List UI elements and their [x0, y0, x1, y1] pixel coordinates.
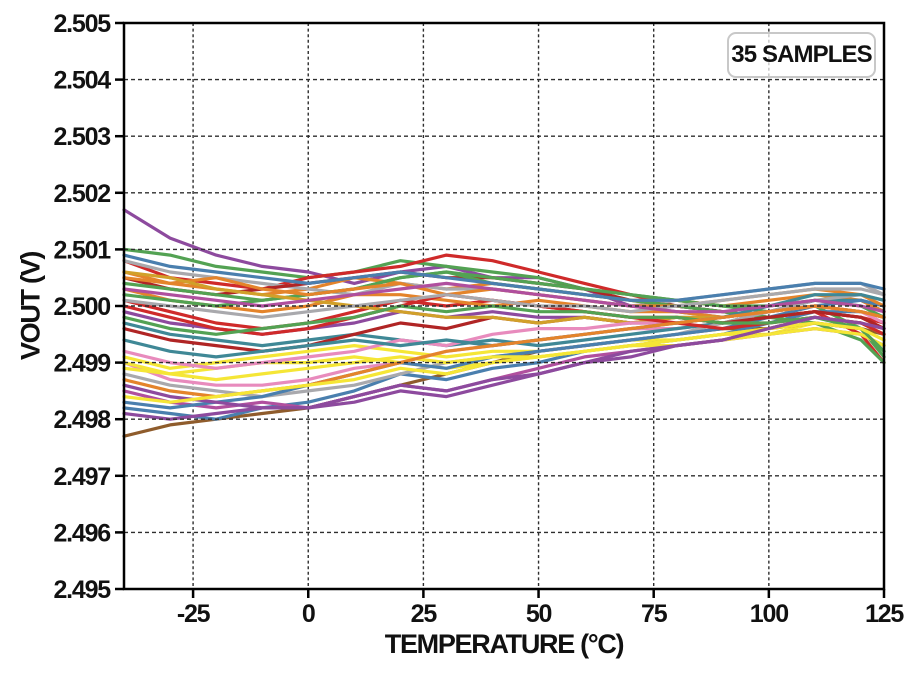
y-tick-label: 2.500	[53, 293, 110, 321]
series-line	[122, 287, 886, 319]
y-axis-title: VOUT (V)	[15, 251, 46, 361]
x-tick-label: 100	[750, 600, 788, 628]
y-tick-label: 2.505	[53, 10, 111, 38]
series-line	[122, 304, 886, 353]
y-tick-label: 2.499	[53, 350, 110, 378]
y-tick-label: 2.501	[53, 236, 111, 264]
x-tick-label: 0	[302, 600, 315, 628]
legend-label: 35 SAMPLES	[731, 41, 872, 68]
series-line	[122, 315, 886, 421]
y-tick-label: 2.498	[53, 406, 111, 434]
y-tick-label: 2.503	[53, 123, 110, 151]
y-tick-label: 2.495	[53, 576, 111, 604]
x-tick-label: 50	[526, 600, 552, 628]
series-line	[122, 253, 886, 302]
x-tick-label: 25	[411, 600, 438, 628]
y-tick-label: 2.497	[53, 463, 110, 491]
x-tick-label: 75	[641, 600, 668, 628]
legend-box: 35 SAMPLES	[727, 32, 876, 78]
y-tick-label: 2.496	[53, 519, 110, 547]
y-tick-label: 2.502	[53, 180, 110, 208]
x-tick-label: 125	[865, 600, 904, 628]
y-tick-label: 2.504	[53, 67, 111, 95]
x-tick-label: -25	[177, 600, 211, 628]
series-line	[122, 281, 886, 314]
x-axis-title: TEMPERATURE (°C)	[384, 629, 625, 659]
